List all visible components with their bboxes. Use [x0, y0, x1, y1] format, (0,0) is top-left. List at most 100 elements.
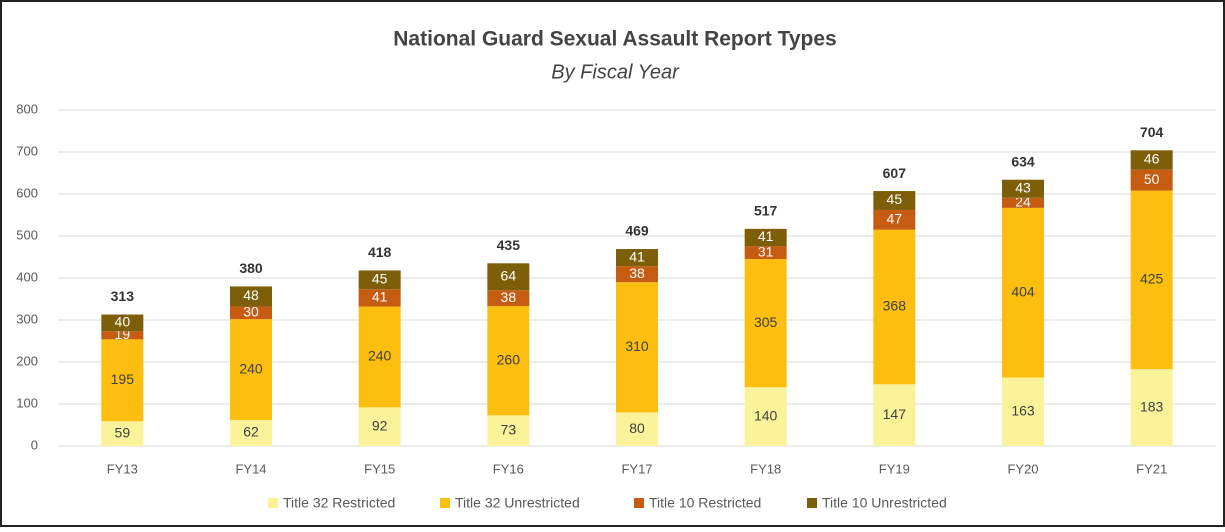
- bar-segment: [487, 263, 530, 291]
- data-label: 92: [372, 417, 388, 433]
- x-tick-label: FY16: [493, 461, 524, 476]
- data-label: 59: [115, 424, 131, 440]
- bar-segment: [101, 314, 144, 332]
- data-label: 41: [629, 248, 645, 264]
- bar-segment: [744, 228, 787, 247]
- data-label: 62: [243, 424, 259, 440]
- data-label: 47: [887, 211, 903, 227]
- bar-segment: [873, 229, 916, 385]
- data-label: 30: [243, 304, 259, 320]
- legend-swatch: [268, 498, 278, 508]
- data-label: 31: [758, 243, 774, 259]
- bar-segment: [358, 407, 401, 446]
- bar-segment: [873, 191, 916, 210]
- y-tick-label: 700: [16, 143, 38, 158]
- chart-title: National Guard Sexual Assault Report Typ…: [393, 28, 836, 51]
- y-tick-label: 200: [16, 353, 38, 368]
- bar-segment: [101, 421, 144, 446]
- data-label: 45: [887, 191, 903, 207]
- legend-swatch: [634, 498, 644, 508]
- y-tick-label: 800: [16, 101, 38, 116]
- bar-segment: [616, 412, 658, 446]
- bar-segment: [1130, 150, 1173, 170]
- bar-segment: [1002, 197, 1044, 208]
- legend-swatch: [440, 498, 450, 508]
- bar-segment: [358, 306, 401, 408]
- bar-segment: [744, 387, 787, 446]
- bar-segment: [230, 306, 272, 320]
- data-label: 38: [501, 289, 517, 305]
- data-label: 50: [1144, 171, 1160, 187]
- x-tick-label: FY21: [1136, 461, 1167, 476]
- y-tick-label: 500: [16, 227, 38, 242]
- x-tick-label: FY20: [1007, 461, 1038, 476]
- total-label: 517: [754, 203, 778, 219]
- bar-segment: [873, 209, 916, 230]
- x-tick-label: FY18: [750, 461, 781, 476]
- bar-segment: [230, 319, 272, 420]
- bar-segment: [101, 339, 144, 422]
- y-tick-label: 100: [16, 395, 38, 410]
- legend-label: Title 10 Restricted: [649, 495, 761, 511]
- y-tick-label: 300: [16, 311, 38, 326]
- y-tick-label: 600: [16, 185, 38, 200]
- legend-label: Title 10 Unrestricted: [822, 495, 947, 511]
- bar-segment: [487, 306, 530, 416]
- bar-segment: [358, 289, 401, 307]
- data-label: 45: [372, 271, 388, 287]
- data-label: 147: [883, 406, 907, 422]
- data-label: 64: [501, 267, 517, 283]
- y-tick-label: 0: [31, 437, 38, 452]
- data-label: 48: [243, 287, 259, 303]
- data-label: 368: [883, 298, 907, 314]
- data-label: 46: [1144, 151, 1160, 167]
- data-label: 240: [239, 360, 263, 376]
- bar-segment: [487, 415, 530, 446]
- data-label: 240: [368, 348, 392, 364]
- data-label: 195: [111, 371, 135, 387]
- x-tick-label: FY14: [235, 461, 266, 476]
- bar-segment: [873, 384, 916, 446]
- x-tick-label: FY13: [107, 461, 138, 476]
- data-label: 41: [372, 289, 388, 305]
- bar-segment: [1002, 377, 1044, 446]
- chart-subtitle: By Fiscal Year: [551, 61, 680, 83]
- data-label: 38: [629, 265, 645, 281]
- total-label: 418: [368, 244, 392, 260]
- y-tick-label: 400: [16, 269, 38, 284]
- bar-segment: [101, 331, 144, 340]
- data-label: 40: [115, 314, 131, 330]
- x-tick-label: FY15: [364, 461, 395, 476]
- bar-segment: [1130, 369, 1173, 446]
- data-label: 140: [754, 407, 778, 423]
- total-label: 469: [625, 223, 649, 239]
- legend-label: Title 32 Unrestricted: [455, 495, 580, 511]
- total-label: 380: [239, 260, 263, 276]
- data-label: 163: [1011, 402, 1035, 418]
- bar-segment: [1130, 169, 1173, 191]
- data-label: 183: [1140, 398, 1164, 414]
- total-label: 435: [497, 237, 521, 253]
- data-label: 310: [625, 338, 649, 354]
- data-label: 260: [497, 351, 521, 367]
- x-tick-label: FY19: [879, 461, 910, 476]
- bar-segment: [230, 419, 272, 446]
- bar-segment: [358, 270, 401, 290]
- bar-segment: [487, 290, 530, 307]
- bar-segment: [616, 282, 658, 413]
- bar-segment: [1002, 179, 1044, 198]
- bar-segment: [616, 249, 658, 267]
- data-label: 80: [629, 420, 645, 436]
- bar-segment: [744, 259, 787, 388]
- bar-segment: [744, 246, 787, 260]
- bar-segment: [230, 286, 272, 307]
- data-label: 41: [758, 228, 774, 244]
- legend-swatch: [807, 498, 817, 508]
- legend-label: Title 32 Restricted: [283, 495, 395, 511]
- data-label: 404: [1011, 283, 1035, 299]
- total-label: 313: [111, 288, 135, 304]
- total-label: 607: [883, 165, 907, 181]
- x-tick-label: FY17: [621, 461, 652, 476]
- data-label: 73: [501, 421, 517, 437]
